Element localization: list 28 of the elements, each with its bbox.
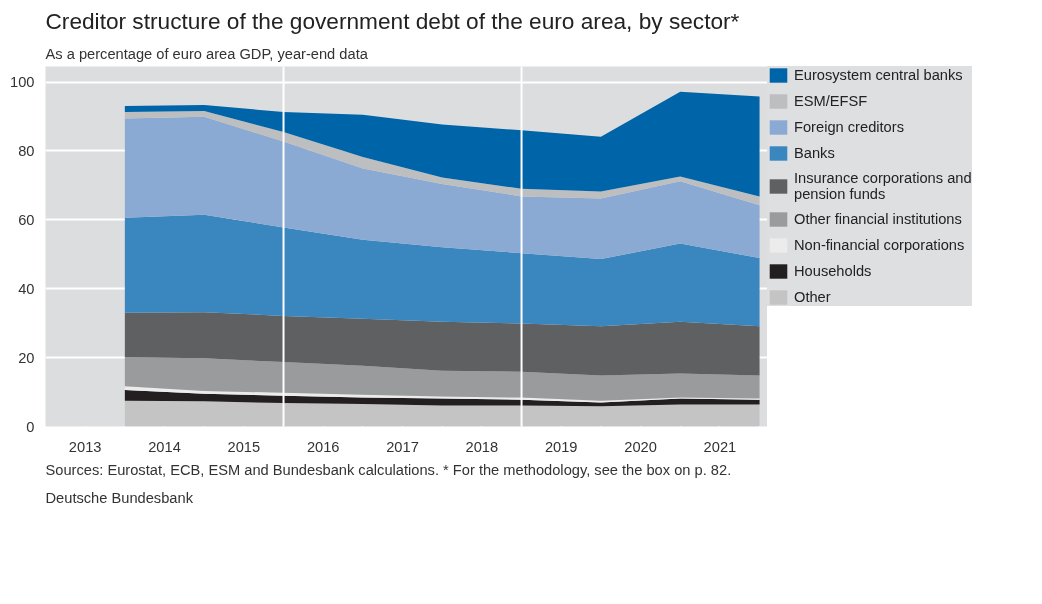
legend-label: ESM/EFSF xyxy=(794,93,868,109)
chart-title: Creditor structure of the government debt of the euro area, by sector* xyxy=(45,7,740,34)
x-tick-label: 2018 xyxy=(465,438,499,455)
y-tick-label: 80 xyxy=(18,142,35,159)
y-tick-label: 100 xyxy=(10,74,35,90)
x-tick-label: 2017 xyxy=(386,438,419,455)
legend-label: Banks xyxy=(794,145,835,161)
y-tick-label: 0 xyxy=(26,418,35,435)
x-tick-label: 2021 xyxy=(703,438,737,455)
y-tick-label: 60 xyxy=(18,211,35,228)
x-tick-label: 2015 xyxy=(227,438,261,455)
text: Deutsche Bundesbank xyxy=(45,489,194,506)
chart-subtitle: As a percentage of euro area GDP, year-end data xyxy=(45,45,369,62)
legend-label: Other financial institutions xyxy=(794,211,962,227)
x-tick-label: 2019 xyxy=(544,438,578,455)
y-tick-label: 40 xyxy=(18,280,35,297)
source-note: Sources: Eurostat, ECB, ESM and Bundesbank calculations. * For the methodology, see the box on p. 82. xyxy=(45,461,732,478)
x-tick-label: 2013 xyxy=(68,438,102,455)
legend-label: Eurosystem central banks xyxy=(794,67,963,83)
legend-label: Non-financial corporations xyxy=(794,237,965,253)
legend-label: Insurance corporations and pension funds xyxy=(794,170,972,202)
x-tick-label: 2020 xyxy=(624,438,657,455)
legend-label: Foreign creditors xyxy=(794,119,904,135)
legend-label: Households xyxy=(794,263,872,279)
x-tick-label: 2016 xyxy=(306,438,340,455)
x-tick-label: 2014 xyxy=(148,438,181,455)
y-tick-label: 20 xyxy=(18,349,35,366)
legend-label: Other xyxy=(794,289,831,305)
